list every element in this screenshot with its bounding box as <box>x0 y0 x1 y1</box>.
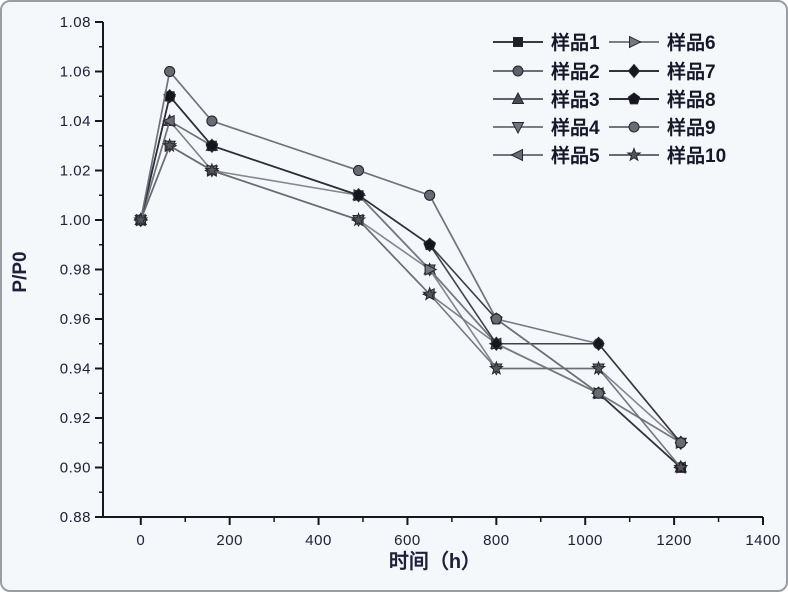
pentagon-icon <box>627 92 641 105</box>
triangle-down-icon <box>511 122 525 135</box>
series-line <box>139 69 682 444</box>
data-point-marker <box>424 189 436 201</box>
data-point-marker <box>164 66 176 77</box>
data-point-marker <box>490 313 502 325</box>
data-point-marker <box>590 360 607 375</box>
data-point-marker <box>353 165 365 176</box>
x-tick-label: 1200 <box>656 532 691 549</box>
series-line <box>139 94 682 469</box>
y-axis-title: P/P0 <box>10 251 31 292</box>
legend-item-7: 样品7 <box>609 60 716 83</box>
star-icon <box>626 147 642 162</box>
legend-item-4: 样品4 <box>493 116 600 139</box>
data-point-marker <box>206 115 218 127</box>
data-point-marker <box>162 137 178 153</box>
series-10 <box>133 137 689 474</box>
data-point-marker <box>675 437 687 449</box>
legend-item-10: 样品10 <box>609 144 726 167</box>
legend-item-6: 样品6 <box>609 31 716 54</box>
y-tick-label: 1.08 <box>60 14 91 31</box>
legend-label: 样品10 <box>667 144 726 167</box>
data-point-marker <box>162 114 175 128</box>
y-tick-label: 0.92 <box>60 410 91 427</box>
square-icon <box>513 37 523 47</box>
data-point-marker <box>488 360 504 375</box>
series-8 <box>134 89 688 473</box>
legend-label: 样品4 <box>551 116 600 139</box>
legend-item-9: 样品9 <box>609 116 716 139</box>
data-point-marker <box>352 188 365 201</box>
data-point-marker <box>205 139 219 152</box>
x-axis-title: 时间（h） <box>389 550 481 573</box>
y-tick-label: 1.06 <box>60 64 91 81</box>
y-tick-label: 0.98 <box>60 262 91 279</box>
legend-label: 样品9 <box>667 116 716 139</box>
x-tick-label: 0 <box>136 532 145 549</box>
series-layer <box>133 66 689 474</box>
legend: 样品1 样品2 样品3 样品4 样品5 样品6 样品7 样品8 样品9 样品10 <box>493 31 726 167</box>
series-6 <box>135 139 689 450</box>
legend-item-3: 样品3 <box>493 88 600 111</box>
x-tick-label: 800 <box>483 532 510 549</box>
data-point-marker <box>204 162 220 177</box>
y-tick-label: 0.94 <box>60 361 91 378</box>
legend-item-5: 样品5 <box>493 144 600 167</box>
series-line <box>140 144 682 469</box>
circle-icon <box>512 65 524 77</box>
x-tick-label: 1400 <box>745 532 780 549</box>
triangle-right-icon <box>629 35 642 49</box>
y-tick-label: 1.00 <box>60 212 91 229</box>
legend-label: 样品2 <box>551 60 600 83</box>
legend-label: 样品1 <box>551 31 600 54</box>
legend-label: 样品8 <box>667 88 716 111</box>
triangle-up-icon <box>511 91 525 104</box>
y-tick-label: 0.88 <box>60 509 91 526</box>
data-point-marker <box>592 336 605 352</box>
axes-layer: 0.88 0.90 0.92 0.94 0.96 0.98 1.00 1.02 1.04 1.06… <box>60 14 780 549</box>
data-point-marker <box>422 286 438 301</box>
legend-label: 样品6 <box>667 31 716 54</box>
data-point-marker <box>593 387 605 399</box>
x-tick-label: 1000 <box>568 532 603 549</box>
x-tick-label: 600 <box>394 532 421 549</box>
x-tick-label: 400 <box>305 532 332 549</box>
legend-label: 样品3 <box>551 88 600 111</box>
series-9 <box>135 66 687 449</box>
circle-icon <box>628 121 640 133</box>
data-point-marker <box>424 263 438 276</box>
legend-item-2: 样品2 <box>493 60 600 83</box>
data-point-marker <box>133 212 149 227</box>
y-tick-label: 1.04 <box>60 113 91 130</box>
data-point-marker <box>490 336 503 352</box>
legend-item-8: 样品8 <box>609 88 716 111</box>
y-tick-label: 0.96 <box>60 311 91 328</box>
y-tick-label: 0.90 <box>60 460 91 477</box>
data-point-marker <box>673 459 689 474</box>
data-point-marker <box>350 212 367 227</box>
series-line <box>139 94 682 469</box>
triangle-left-icon <box>510 148 523 162</box>
x-tick-label: 200 <box>216 532 243 549</box>
data-point-marker <box>423 238 436 251</box>
y-tick-label: 1.02 <box>60 163 91 180</box>
legend-label: 样品7 <box>667 60 716 83</box>
series-4 <box>134 140 688 450</box>
diamond-icon <box>627 63 641 79</box>
legend-label: 样品5 <box>551 144 600 167</box>
legend-item-1: 样品1 <box>493 31 600 54</box>
